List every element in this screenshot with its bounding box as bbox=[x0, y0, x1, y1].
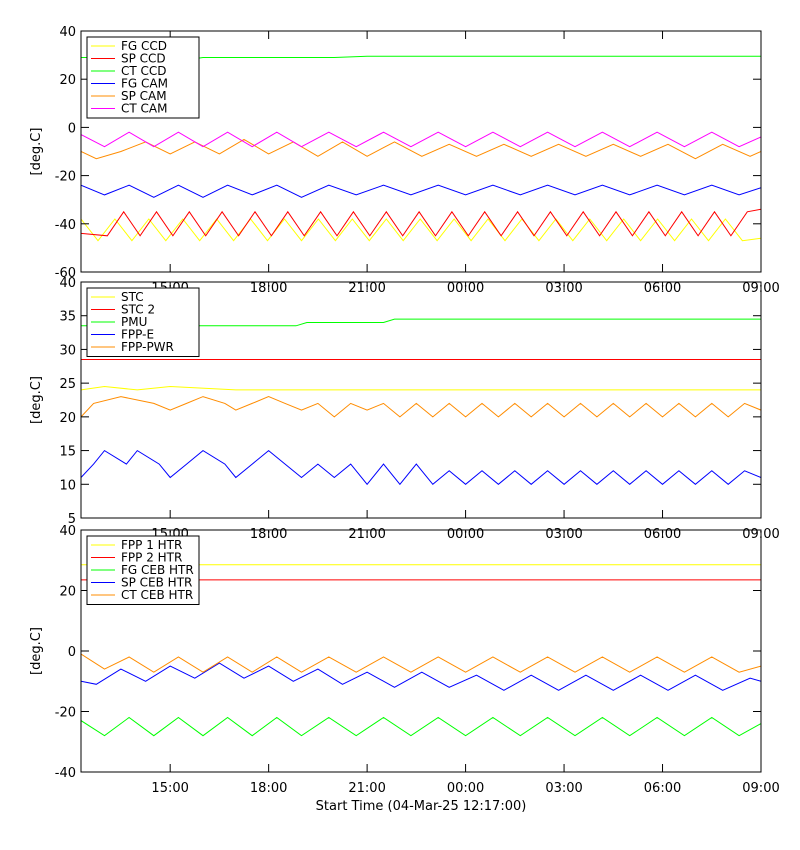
y-tick-label: -60 bbox=[55, 266, 76, 281]
x-tick-label: 03:00 bbox=[545, 781, 582, 796]
y-axis-title: [deg.C] bbox=[29, 627, 44, 675]
series-line-ct-cam bbox=[81, 131, 761, 148]
y-tick-label: 40 bbox=[59, 25, 76, 40]
legend-label: PMU bbox=[121, 315, 147, 329]
x-tick-label: 18:00 bbox=[250, 781, 287, 796]
x-tick-label: 15:00 bbox=[151, 781, 188, 796]
x-tick-label: 00:00 bbox=[447, 781, 484, 796]
series-line-fpp-pwr bbox=[81, 396, 761, 418]
series-line-sp-cam bbox=[81, 138, 761, 160]
legend-label: CT CCD bbox=[121, 64, 167, 78]
y-tick-label: 25 bbox=[59, 377, 76, 392]
y-axis-title: [deg.C] bbox=[29, 376, 44, 424]
y-tick-label: 30 bbox=[59, 343, 76, 358]
y-tick-label: 5 bbox=[68, 512, 76, 527]
y-tick-label: -20 bbox=[55, 170, 76, 185]
panel-1: -60-40-200204015:0018:0021:0000:0003:000… bbox=[29, 25, 780, 296]
legend-label: FPP-PWR bbox=[121, 340, 174, 354]
legend-label: FPP 1 HTR bbox=[121, 538, 182, 552]
legend-label: FPP 2 HTR bbox=[121, 551, 182, 565]
series-line-fpp-e bbox=[81, 449, 761, 486]
y-tick-label: 0 bbox=[68, 645, 76, 660]
legend-label: CT CAM bbox=[121, 102, 167, 116]
legend-label: STC bbox=[121, 290, 144, 304]
x-axis-title: Start Time (04-Mar-25 12:17:00) bbox=[316, 799, 527, 814]
series-line-sp-ccd bbox=[81, 208, 761, 237]
legend-label: FG CCD bbox=[121, 39, 167, 53]
series-line-stc bbox=[81, 385, 761, 391]
legend-label: STC 2 bbox=[121, 303, 155, 317]
y-tick-label: 10 bbox=[59, 478, 76, 493]
legend-label: FG CEB HTR bbox=[121, 563, 194, 577]
y-tick-label: -20 bbox=[55, 706, 76, 721]
x-tick-label: 21:00 bbox=[348, 781, 385, 796]
y-tick-label: 0 bbox=[68, 121, 76, 136]
series-line-fg-cam bbox=[81, 184, 761, 198]
series-line-ct-ceb-htr bbox=[81, 653, 761, 673]
x-tick-label: 09:00 bbox=[742, 781, 779, 796]
legend-label: SP CCD bbox=[121, 52, 166, 66]
y-tick-label: 35 bbox=[59, 310, 76, 325]
legend-box bbox=[86, 36, 200, 119]
legend-label: FPP-E bbox=[121, 328, 154, 342]
y-tick-label: 15 bbox=[59, 445, 76, 460]
legend-label: SP CAM bbox=[121, 89, 167, 103]
series-line-sp-ceb-htr bbox=[81, 662, 761, 691]
y-tick-label: 20 bbox=[59, 73, 76, 88]
legend-label: CT CEB HTR bbox=[121, 588, 193, 602]
y-tick-label: -40 bbox=[55, 218, 76, 233]
y-tick-label: 20 bbox=[59, 585, 76, 600]
y-axis-title: [deg.C] bbox=[29, 128, 44, 176]
x-tick-label: 06:00 bbox=[644, 781, 681, 796]
panel-3: -40 -20 0 20 40 15:00 18:00 21:00 00:00 03:00 06:0… bbox=[29, 524, 780, 796]
legend-label: FG CAM bbox=[121, 77, 168, 91]
y-tick-label: -40 bbox=[55, 766, 76, 781]
y-tick-label: 40 bbox=[59, 524, 76, 539]
plot-frame bbox=[80, 30, 762, 273]
y-tick-label: 20 bbox=[59, 411, 76, 426]
legend-label: SP CEB HTR bbox=[121, 576, 192, 590]
series-group bbox=[81, 318, 761, 486]
series-line-fg-ceb-htr bbox=[81, 716, 761, 737]
plot-frame bbox=[80, 281, 762, 519]
series-line-pmu bbox=[81, 318, 761, 327]
series-line-fg-ccd bbox=[81, 218, 761, 242]
y-tick-label: 40 bbox=[59, 276, 76, 291]
